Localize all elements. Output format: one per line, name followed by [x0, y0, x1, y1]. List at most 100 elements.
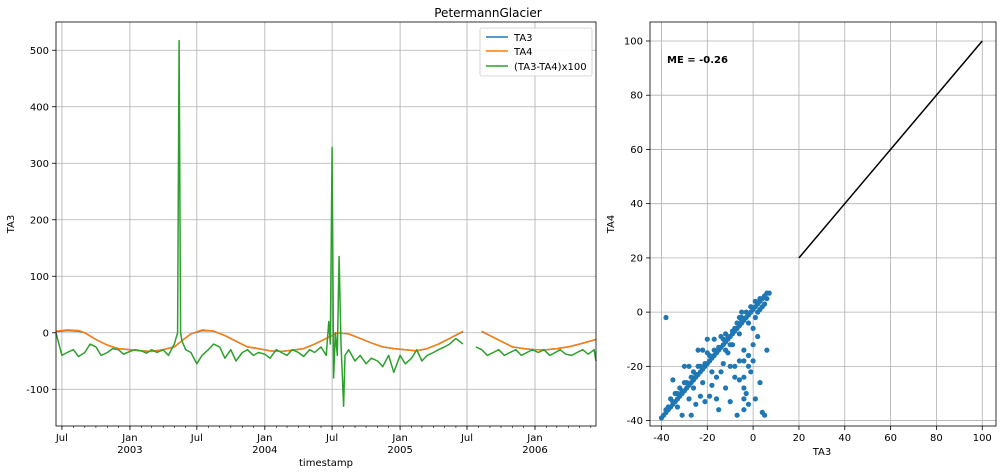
scatter-point: [757, 296, 763, 302]
scatter-point: [688, 412, 694, 418]
scatter-point: [663, 314, 669, 321]
scatter-point: [752, 314, 759, 321]
scatter-point: [707, 393, 713, 399]
scatter-point: [686, 396, 692, 402]
line-chart-xtick-year: 2003: [117, 445, 142, 456]
scatter-point: [695, 347, 701, 353]
scatter-chart-identity-line: [798, 40, 983, 259]
line-chart-xtick-label: Jul: [460, 433, 473, 444]
scatter-chart-ytick-label: -20: [627, 362, 643, 373]
scatter-point: [679, 412, 685, 418]
scatter-point: [741, 358, 747, 364]
scatter-point: [681, 363, 688, 369]
scatter-point: [739, 309, 745, 315]
scatter-point: [697, 393, 704, 399]
scatter-point: [755, 333, 761, 340]
scatter-point: [745, 352, 752, 359]
scatter-point: [668, 396, 674, 402]
scatter-point: [727, 399, 733, 405]
line-chart-ytick-label: 300: [30, 159, 49, 170]
scatter-point: [745, 401, 752, 407]
scatter-point: [752, 298, 759, 304]
scatter-chart-ytick-label: 80: [630, 91, 643, 102]
line-chart-xtick-year: 2006: [522, 445, 547, 456]
line-chart-xtick-label: Jan: [256, 433, 272, 444]
scatter-point: [700, 380, 706, 386]
scatter-point: [681, 380, 688, 386]
scatter-point: [713, 396, 720, 402]
line-chart-frame: [55, 21, 597, 427]
scatter-chart-xtick-label: 60: [884, 433, 897, 444]
line-chart-grid: [56, 22, 596, 426]
scatter-point: [745, 312, 752, 318]
scatter-chart-xtick-label: 0: [750, 433, 756, 444]
scatter-point: [762, 412, 768, 418]
identity-line: [798, 40, 983, 259]
scatter-point: [750, 358, 756, 364]
scatter-point: [693, 401, 699, 407]
line-chart-legend: TA3 TA4 (TA3-TA4)x100: [479, 27, 593, 77]
scatter-point: [704, 350, 710, 356]
scatter-chart-ytick-label: -40: [627, 416, 643, 427]
scatter-point: [745, 363, 752, 369]
scatter-point: [695, 363, 701, 369]
scatter-chart-xtick-label: 100: [973, 433, 992, 444]
scatter-point: [716, 407, 722, 413]
scatter-point: [672, 390, 678, 397]
scatter-point: [766, 290, 772, 296]
scatter-chart-ytick-label: 100: [624, 36, 643, 47]
scatter-chart-xtick-label: 20: [793, 433, 806, 444]
scatter-point: [704, 336, 710, 342]
scatter-point: [661, 412, 667, 418]
scatter-point: [741, 374, 747, 380]
scatter-point: [723, 347, 729, 353]
series-line-diff: [55, 39, 597, 407]
scatter-chart: -40 -20 0 20 40 60 80 100 -40 -20 0 20 40 60 80 100 TA3…: [606, 21, 997, 458]
line-chart-ytick-label: 400: [30, 102, 49, 113]
scatter-point: [757, 380, 763, 386]
line-chart-ytick-label: -100: [26, 385, 49, 396]
line-chart-series: [55, 39, 597, 407]
scatter-point: [741, 396, 747, 402]
scatter-point: [741, 385, 747, 391]
scatter-point: [663, 407, 669, 413]
scatter-point: [713, 374, 720, 380]
scatter-point: [718, 369, 724, 375]
line-chart-ytick-label: 500: [30, 46, 49, 57]
scatter-point: [674, 404, 681, 410]
scatter-point: [690, 369, 697, 375]
line-chart-ytick-label: 200: [30, 215, 49, 226]
line-chart-xtick-label: Jan: [121, 433, 137, 444]
scatter-point: [732, 374, 738, 380]
scatter-chart-annotation: ME = -0.26: [667, 55, 728, 66]
line-chart-xtick-label: Jan: [391, 433, 407, 444]
scatter-point: [736, 377, 743, 383]
legend-box: [479, 27, 593, 77]
scatter-point: [736, 331, 743, 337]
legend-label-diff: (TA3-TA4)x100: [514, 62, 587, 73]
line-chart-xtick-year: 2005: [387, 445, 412, 456]
scatter-point: [686, 363, 692, 369]
scatter-chart-ticks: -40 -20 0 20 40 60 80 100 -40 -20 0 20 40 60 80 100: [624, 36, 992, 444]
scatter-point: [709, 369, 715, 375]
series-line-ta4: [55, 329, 597, 353]
line-chart-title: PetermannGlacier: [434, 6, 542, 20]
scatter-point: [745, 320, 752, 326]
scatter-point: [700, 347, 706, 353]
scatter-point: [711, 336, 717, 342]
scatter-point: [741, 407, 747, 413]
scatter-point: [723, 385, 729, 391]
scatter-point: [723, 331, 729, 337]
scatter-point: [734, 320, 740, 326]
line-chart-xtick-year: 2004: [252, 445, 277, 456]
scatter-chart-ytick-label: 20: [630, 253, 643, 264]
scatter-point: [718, 333, 724, 340]
line-chart-xtick-label: Jul: [55, 433, 68, 444]
scatter-chart-xtick-label: 80: [930, 433, 943, 444]
scatter-point: [702, 361, 708, 367]
scatter-point: [727, 342, 733, 348]
